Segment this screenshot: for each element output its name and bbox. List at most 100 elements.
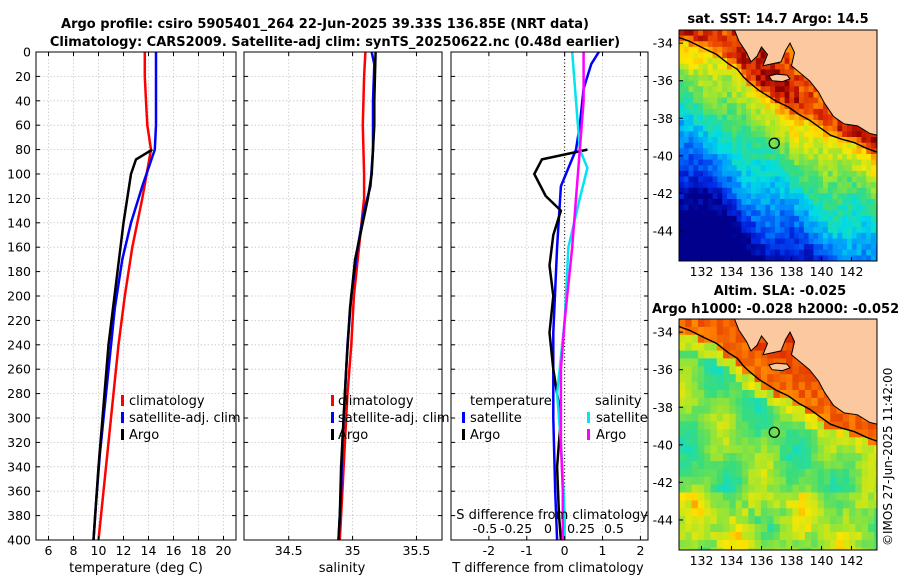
sst-cell bbox=[775, 244, 781, 251]
sla-cell bbox=[836, 524, 844, 533]
sla-cell bbox=[874, 461, 877, 470]
sst-cell bbox=[683, 97, 690, 104]
sst-cell bbox=[760, 238, 766, 245]
sst-cell bbox=[789, 193, 795, 200]
sla-cell bbox=[786, 374, 793, 383]
sst-cell bbox=[765, 165, 771, 172]
sst-cell bbox=[736, 210, 742, 217]
sst-cell bbox=[693, 86, 699, 93]
sla-cell bbox=[754, 547, 762, 550]
sst-cell bbox=[703, 41, 709, 48]
x-tick-label: 138 bbox=[780, 264, 804, 279]
sst-cell bbox=[813, 142, 819, 149]
sla-cell bbox=[710, 421, 718, 430]
sst-cell bbox=[832, 148, 838, 155]
sst-cell bbox=[741, 142, 747, 149]
sla-cell bbox=[716, 484, 724, 494]
sst-cell bbox=[789, 255, 795, 261]
sst-cell bbox=[875, 249, 877, 256]
sst-cell bbox=[789, 199, 795, 206]
sla-cell bbox=[679, 532, 686, 541]
sst-cell bbox=[842, 210, 848, 217]
sst-cell bbox=[818, 142, 824, 149]
sst-cell bbox=[784, 58, 790, 65]
sst-cell bbox=[727, 154, 733, 161]
sst-cell bbox=[741, 103, 747, 110]
sst-cell bbox=[818, 165, 824, 172]
sla-cell bbox=[868, 453, 875, 462]
sst-cell bbox=[813, 238, 819, 245]
sst-cell bbox=[722, 108, 728, 116]
sla-cell bbox=[748, 390, 756, 399]
sst-cell bbox=[722, 137, 728, 144]
sst-cell bbox=[813, 210, 819, 217]
sla-cell bbox=[716, 547, 724, 550]
sst-cell bbox=[751, 170, 757, 178]
sla-cell bbox=[716, 326, 724, 336]
sla-cell bbox=[716, 500, 724, 509]
sla-cell bbox=[805, 405, 812, 415]
sst-cell bbox=[727, 148, 733, 155]
sst-cell bbox=[693, 204, 699, 211]
sla-cell bbox=[830, 500, 838, 509]
sst-cell bbox=[871, 142, 877, 149]
sst-cell bbox=[679, 131, 685, 138]
sst-cell bbox=[698, 108, 704, 116]
sst-cell bbox=[712, 52, 718, 59]
sst-cell bbox=[837, 159, 843, 166]
sst-cell bbox=[683, 255, 690, 261]
sst-cell bbox=[871, 154, 877, 161]
sst-cell bbox=[784, 125, 790, 132]
sla-cell bbox=[679, 421, 686, 430]
sst-cell bbox=[688, 86, 694, 93]
sla-cell bbox=[735, 382, 743, 391]
sst-cell bbox=[779, 137, 786, 144]
sst-cell bbox=[703, 52, 709, 59]
sst-cell bbox=[789, 221, 795, 228]
sst-cell bbox=[693, 103, 699, 110]
sla-cell bbox=[679, 358, 686, 367]
sla-cell bbox=[805, 492, 812, 501]
sst-cell bbox=[803, 114, 810, 121]
sla-cell bbox=[679, 524, 686, 533]
sst-cell bbox=[813, 221, 819, 228]
sst-cell bbox=[770, 120, 776, 127]
sla-cell bbox=[735, 437, 743, 446]
sst-cell bbox=[736, 221, 742, 228]
sst-cell bbox=[832, 215, 838, 223]
sst-cell bbox=[799, 125, 805, 132]
x-tick-label: 2 bbox=[636, 543, 644, 558]
sst-cell bbox=[861, 182, 867, 189]
sla-cell bbox=[697, 453, 705, 462]
sla-cell bbox=[723, 429, 730, 438]
sla-cell bbox=[836, 547, 844, 550]
sst-cell bbox=[688, 35, 694, 42]
sla-cell bbox=[723, 453, 730, 462]
sst-cell bbox=[712, 238, 718, 245]
sst-cell bbox=[679, 176, 685, 183]
sst-cell bbox=[722, 142, 728, 149]
sla-cell bbox=[691, 547, 699, 550]
sla-cell bbox=[735, 397, 743, 407]
sla-cell bbox=[704, 500, 712, 509]
sst-cell bbox=[751, 125, 757, 132]
sst-cell bbox=[688, 46, 694, 54]
sst-cell bbox=[727, 69, 733, 76]
sst-cell bbox=[698, 69, 704, 76]
sst-cell bbox=[770, 63, 776, 70]
sla-cell bbox=[748, 429, 756, 438]
sst-cell bbox=[736, 204, 742, 211]
sla-cell bbox=[735, 421, 743, 430]
sla-cell bbox=[773, 405, 781, 415]
sst-cell bbox=[794, 244, 800, 251]
sla-cell bbox=[716, 405, 724, 415]
sst-cell bbox=[851, 154, 858, 161]
sst-cell bbox=[789, 52, 795, 59]
legend-swatch-climatology bbox=[331, 395, 334, 406]
sst-cell bbox=[871, 227, 877, 234]
sst-cell bbox=[803, 170, 810, 178]
sst-cell bbox=[688, 137, 694, 144]
sst-cell bbox=[751, 255, 757, 261]
sst-cell bbox=[813, 193, 819, 200]
sst-cell bbox=[688, 120, 694, 127]
